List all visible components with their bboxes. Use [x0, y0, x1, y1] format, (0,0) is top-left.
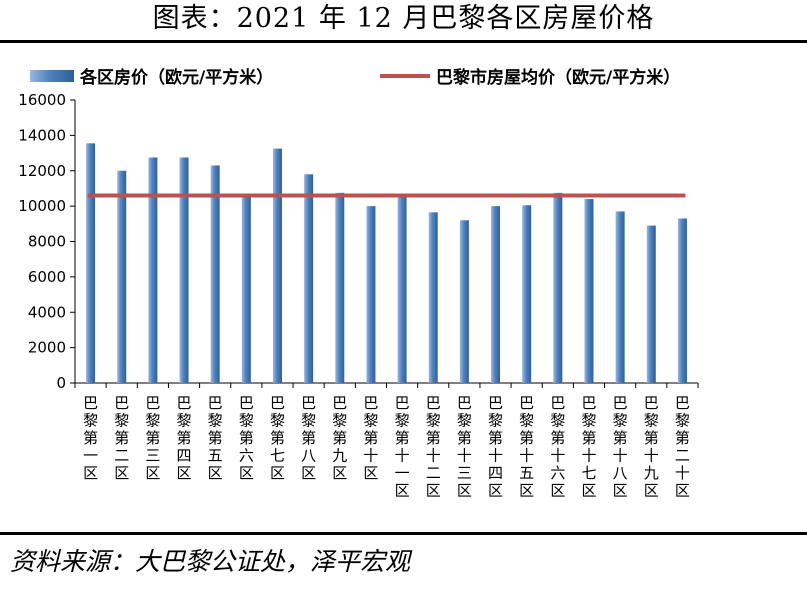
- y-tick-label: 16000: [18, 91, 66, 109]
- x-axis: 巴黎第一区 巴黎第二区 巴黎第三区 巴黎第四区 巴黎第五区 巴黎第六区 巴黎第七区 巴黎第八区…: [74, 382, 699, 500]
- x-category-label: 巴黎第七区: [270, 394, 285, 482]
- bar: [646, 225, 656, 383]
- x-category-label: 巴黎第十三区: [457, 394, 472, 500]
- x-category-label: 巴黎第十九区: [644, 394, 659, 500]
- bar: [615, 211, 625, 383]
- x-category-label: 巴黎第十区: [363, 394, 378, 482]
- bar: [210, 165, 220, 383]
- top-rule: [0, 40, 807, 43]
- x-category-label: 巴黎第十二区: [426, 394, 441, 500]
- bar: [148, 157, 158, 383]
- y-tick-label: 14000: [18, 126, 66, 144]
- y-tick-label: 0: [56, 374, 66, 392]
- x-category-label: 巴黎第五区: [208, 394, 223, 482]
- x-category-label: 巴黎第十六区: [550, 394, 565, 500]
- bar: [179, 157, 189, 383]
- y-axis: 0 2000 4000 6000 8000 10000 12000 14000 16000: [18, 91, 76, 392]
- legend-bar-swatch: [30, 70, 74, 82]
- bar: [428, 212, 438, 383]
- bar: [272, 148, 282, 383]
- source-note: 资料来源：大巴黎公证处，泽平宏观: [10, 547, 411, 576]
- y-tick-label: 10000: [18, 197, 66, 215]
- bar: [553, 192, 563, 383]
- x-category-label: 巴黎第三区: [145, 394, 160, 482]
- bar: [491, 206, 501, 383]
- bar: [86, 143, 96, 383]
- bar-chart: 各区房价（欧元/平方米） 巴黎市房屋均价（欧元/平方米） 0 2000 4000 60…: [18, 67, 699, 500]
- legend: 各区房价（欧元/平方米） 巴黎市房屋均价（欧元/平方米）: [30, 67, 680, 88]
- y-tick-label: 4000: [28, 303, 66, 321]
- x-category-label: 巴黎第四区: [177, 394, 192, 482]
- x-category-label: 巴黎第十八区: [613, 394, 628, 500]
- bar: [241, 195, 251, 383]
- y-tick-label: 2000: [28, 339, 66, 357]
- bar: [584, 199, 594, 383]
- x-category-label: 巴黎第一区: [83, 394, 98, 482]
- bottom-rule: [0, 532, 807, 535]
- bar: [397, 195, 407, 383]
- bar: [117, 170, 127, 383]
- y-tick-label: 12000: [18, 162, 66, 180]
- legend-line-label: 巴黎市房屋均价（欧元/平方米）: [436, 67, 680, 88]
- x-category-label: 巴黎第八区: [301, 394, 316, 482]
- x-category-label: 巴黎第九区: [332, 394, 347, 482]
- bar: [335, 192, 345, 383]
- bar-series: [86, 143, 687, 383]
- x-category-label: 巴黎第十四区: [488, 394, 503, 500]
- x-category-label: 巴黎第十五区: [519, 394, 534, 500]
- chart-title: 图表：2021 年 12 月巴黎各区房屋价格: [152, 3, 655, 34]
- bar: [459, 220, 469, 383]
- bar: [366, 206, 376, 383]
- x-category-label: 巴黎第二区: [114, 394, 129, 482]
- y-tick-label: 6000: [28, 268, 66, 286]
- bar: [677, 218, 687, 383]
- bar: [304, 174, 314, 383]
- x-category-label: 巴黎第二十区: [675, 394, 690, 500]
- y-tick-label: 8000: [28, 233, 66, 251]
- x-category-label: 巴黎第六区: [239, 394, 254, 482]
- bar: [522, 205, 532, 383]
- legend-bar-label: 各区房价（欧元/平方米）: [79, 67, 273, 88]
- x-category-label: 巴黎第十一区: [395, 394, 410, 500]
- x-category-label: 巴黎第十七区: [581, 394, 596, 500]
